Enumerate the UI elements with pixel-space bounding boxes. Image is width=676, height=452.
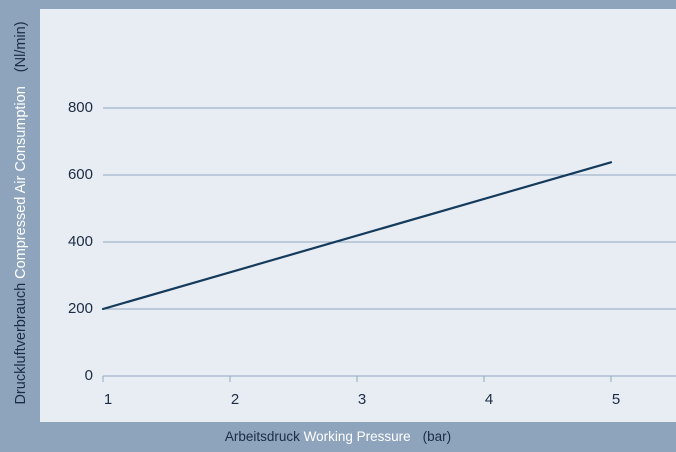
x-tick-label-2: 2 <box>231 391 239 408</box>
y-tick-label-0: 0 <box>85 367 93 384</box>
y-tick-label-400: 400 <box>68 233 93 250</box>
series <box>101 161 613 311</box>
y-tick-label-800: 800 <box>68 99 93 116</box>
y-tick-label-600: 600 <box>68 166 93 183</box>
y-tick-label-200: 200 <box>68 300 93 317</box>
x-axis-label-unit: (bar) <box>422 429 452 444</box>
axes <box>102 375 676 382</box>
x-axis-label-english: Working Pressure <box>303 429 411 444</box>
series-line-0 <box>101 161 613 311</box>
x-tick-label-1: 1 <box>104 391 112 408</box>
x-tick-label-5: 5 <box>612 391 620 408</box>
x-tick-label-3: 3 <box>358 391 366 408</box>
x-axis-label-german: Arbeitsdruck <box>224 429 300 444</box>
tick-labels: 0 200 400 600 800 1 2 3 4 5 <box>68 99 620 408</box>
grid-lines <box>103 107 676 310</box>
x-axis-label: Arbeitsdruck Working Pressure (bar) <box>0 429 676 444</box>
plot-area <box>40 9 676 422</box>
x-tick-label-4: 4 <box>485 391 493 408</box>
